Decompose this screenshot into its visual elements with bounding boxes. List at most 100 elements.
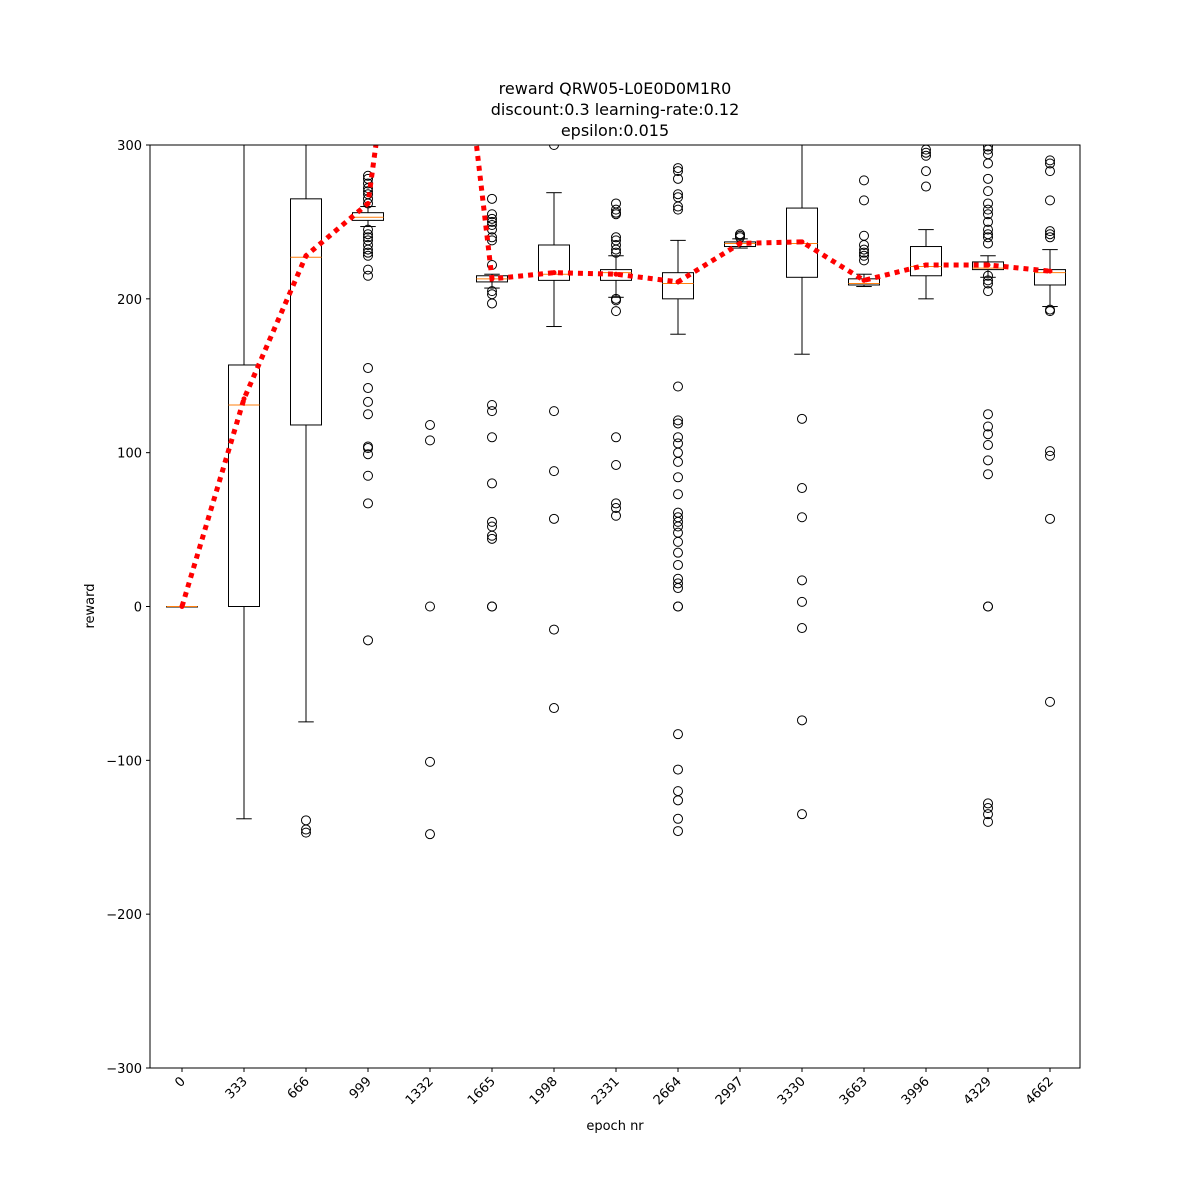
- outlier: [673, 189, 683, 200]
- outlier: [611, 244, 621, 255]
- outlier: [673, 204, 683, 215]
- outlier: [611, 295, 621, 306]
- outlier: [983, 798, 993, 809]
- outlier: [983, 209, 993, 220]
- outlier: [859, 247, 869, 258]
- outlier: [363, 363, 373, 374]
- outlier: [487, 406, 497, 417]
- outlier: [983, 232, 993, 243]
- mean-marker: [675, 279, 681, 285]
- outlier: [983, 275, 993, 286]
- outlier: [363, 244, 373, 255]
- outlier: [611, 204, 621, 215]
- chart-title: epsilon:0.015: [561, 121, 669, 140]
- outlier: [673, 166, 683, 177]
- outlier: [363, 383, 373, 394]
- outlier: [363, 396, 373, 407]
- outlier: [611, 459, 621, 470]
- outlier: [983, 421, 993, 432]
- outlier: [673, 163, 683, 174]
- outlier: [797, 715, 807, 726]
- mean-marker: [179, 604, 185, 609]
- outlier: [983, 224, 993, 235]
- outlier: [859, 175, 869, 186]
- plot-area: [166, 145, 1066, 840]
- outlier: [673, 521, 683, 532]
- outlier: [673, 415, 683, 426]
- outlier: [549, 466, 559, 477]
- outlier: [983, 286, 993, 297]
- outlier: [363, 239, 373, 250]
- outlier: [363, 247, 373, 258]
- outlier: [1045, 450, 1055, 461]
- outlier: [673, 489, 683, 500]
- outlier: [487, 219, 497, 230]
- box: [662, 272, 694, 300]
- outlier: [1045, 195, 1055, 206]
- outlier: [425, 601, 435, 612]
- outlier: [1045, 229, 1055, 240]
- outlier: [983, 803, 993, 814]
- outlier: [797, 623, 807, 634]
- outlier: [859, 195, 869, 206]
- outlier: [673, 456, 683, 467]
- outlier: [487, 216, 497, 227]
- outlier: [363, 229, 373, 240]
- outlier: [983, 173, 993, 184]
- outlier: [363, 198, 373, 209]
- y-tick-label: 0: [134, 601, 142, 616]
- outlier: [797, 575, 807, 586]
- outlier: [425, 829, 435, 840]
- outlier: [1045, 513, 1055, 524]
- outlier: [1045, 158, 1055, 169]
- outlier: [487, 533, 497, 544]
- outlier: [673, 201, 683, 212]
- outlier: [983, 186, 993, 197]
- outlier: [363, 635, 373, 646]
- outlier: [859, 255, 869, 266]
- outlier: [1045, 232, 1055, 243]
- outlier: [673, 601, 683, 612]
- outlier: [1045, 306, 1055, 317]
- outlier: [425, 419, 435, 430]
- outlier: [1045, 155, 1055, 166]
- outlier: [611, 232, 621, 243]
- outlier: [363, 224, 373, 235]
- outlier: [983, 429, 993, 440]
- outlier: [859, 239, 869, 250]
- outlier: [549, 513, 559, 524]
- outlier: [983, 270, 993, 281]
- outlier: [549, 145, 559, 150]
- outlier: [611, 209, 621, 220]
- outlier: [611, 510, 621, 521]
- outlier: [301, 827, 311, 838]
- outlier: [673, 559, 683, 570]
- outlier: [1045, 226, 1055, 237]
- outlier: [673, 381, 683, 392]
- outlier: [983, 145, 993, 152]
- outlier: [611, 432, 621, 443]
- outlier: [611, 503, 621, 514]
- mean-marker: [861, 277, 867, 283]
- outlier: [673, 578, 683, 589]
- outlier: [673, 547, 683, 558]
- outlier: [859, 250, 869, 261]
- mean-marker: [365, 200, 371, 206]
- outlier: [487, 478, 497, 489]
- y-tick-label: 300: [117, 139, 142, 154]
- outlier: [983, 816, 993, 827]
- box: [538, 244, 570, 281]
- outlier: [983, 601, 993, 612]
- mean-line: [179, 145, 1051, 608]
- outlier: [983, 204, 993, 215]
- outlier: [673, 729, 683, 740]
- box: [290, 198, 322, 426]
- y-axis-label: reward: [83, 583, 98, 628]
- outlier: [363, 270, 373, 281]
- outlier: [673, 432, 683, 443]
- y-tick-label: −100: [106, 754, 142, 769]
- x-axis-label: epoch nr: [586, 1119, 644, 1134]
- box: [972, 261, 1004, 271]
- mean-marker: [799, 239, 805, 245]
- y-tick-label: 100: [117, 447, 142, 462]
